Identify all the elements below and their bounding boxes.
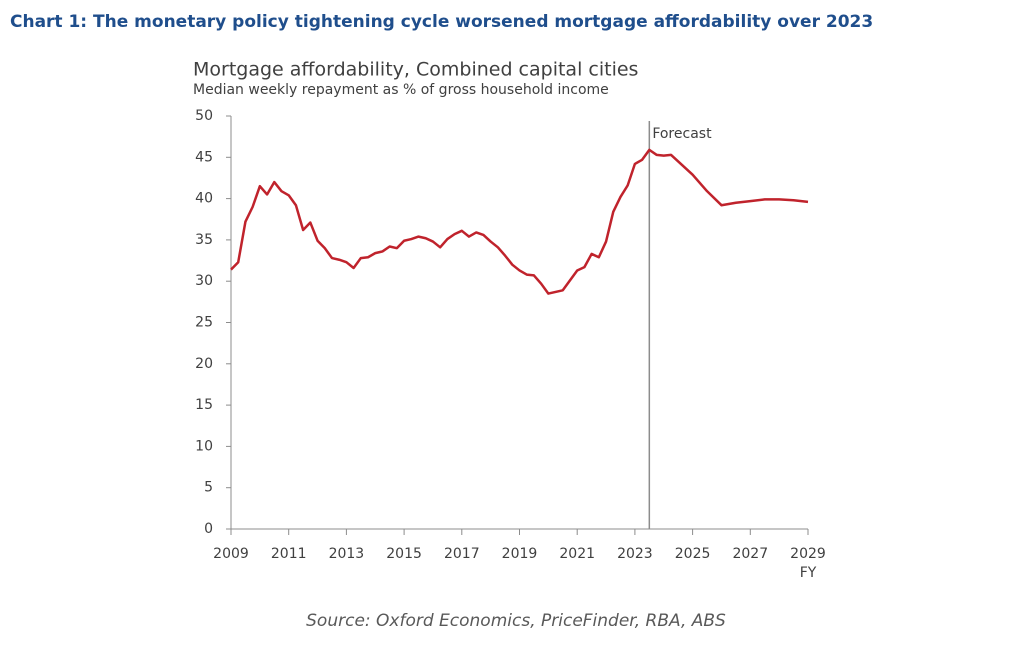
annotation: Forecast: [652, 126, 712, 142]
x-tick-label: 2023: [617, 546, 653, 562]
y-tick-label: 15: [195, 397, 213, 413]
page-title: Chart 1: The monetary policy tightening …: [10, 12, 873, 32]
y-tick-label: 35: [195, 232, 213, 248]
x-tick-label: 2029: [790, 546, 826, 562]
data-line: [230, 148, 809, 295]
y-tick-label: 30: [195, 273, 213, 289]
x-tick-label: 2009: [213, 546, 249, 562]
y-tick-label: 40: [195, 191, 213, 207]
x-tick-label: 2021: [559, 546, 595, 562]
x-tick-label: 2019: [502, 546, 538, 562]
chart-subtitle: Median weekly repayment as % of gross ho…: [193, 82, 609, 98]
y-tick-label: 45: [195, 149, 213, 165]
x-tick-label: 2025: [675, 546, 711, 562]
y-tick-label: 10: [195, 438, 213, 454]
y-tick-label: 5: [204, 480, 213, 496]
x-tick-label: 2027: [732, 546, 768, 562]
chart-title: Mortgage affordability, Combined capital…: [193, 59, 638, 81]
y-tick-label: 50: [195, 108, 213, 124]
y-tick-label: 0: [204, 521, 213, 537]
x-tick-label: 2011: [271, 546, 307, 562]
x-axis-label: FY: [800, 565, 817, 581]
y-tick-label: 20: [195, 356, 213, 372]
x-tick-label: 2013: [329, 546, 365, 562]
source: Source: Oxford Economics, PriceFinder, R…: [306, 611, 726, 631]
y-tick-label: 25: [195, 315, 213, 331]
x-tick-label: 2015: [386, 546, 422, 562]
x-tick-label: 2017: [444, 546, 480, 562]
